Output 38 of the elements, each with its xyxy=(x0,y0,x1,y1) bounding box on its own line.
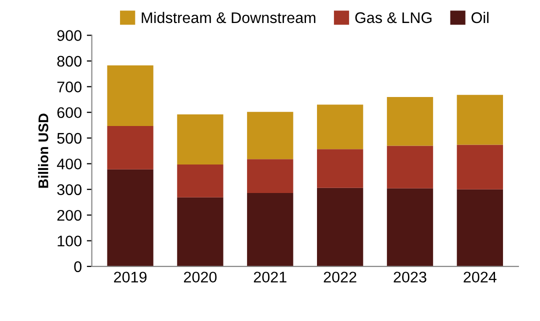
y-tick-label: 700 xyxy=(57,82,82,92)
bar xyxy=(107,65,154,126)
bar xyxy=(247,159,294,193)
x-tick-label: 2022 xyxy=(324,272,356,283)
bar xyxy=(247,112,294,160)
x-tick-label: 2023 xyxy=(394,272,426,283)
bar xyxy=(177,197,224,266)
y-axis-title: Billion USD xyxy=(38,114,48,188)
x-tick-label: 2020 xyxy=(184,272,217,283)
bar xyxy=(316,149,364,188)
y-tick-label: 600 xyxy=(57,107,82,118)
y-tick-label: 800 xyxy=(57,56,82,67)
y-tick-label: 200 xyxy=(57,210,82,221)
y-tick-label: 300 xyxy=(57,184,82,196)
bar xyxy=(177,164,224,198)
bar xyxy=(456,144,504,190)
bar xyxy=(247,192,294,266)
bar xyxy=(316,104,364,150)
x-tick-label: 2021 xyxy=(254,272,286,283)
bar xyxy=(177,114,224,164)
legend-label: Midstream & Downstream xyxy=(142,12,316,24)
bar xyxy=(107,169,154,266)
bar xyxy=(386,96,434,146)
y-tick-label: 400 xyxy=(56,158,82,170)
y-tick-label: 0 xyxy=(74,261,82,272)
bar xyxy=(386,188,434,266)
y-tick-label: 900 xyxy=(57,30,82,41)
x-tick-label: 2019 xyxy=(114,272,147,283)
y-tick-label: 500 xyxy=(57,132,82,144)
y-tick-label: 100 xyxy=(58,236,82,246)
x-tick-label: 2024 xyxy=(464,272,496,283)
legend-label: Oil xyxy=(472,12,488,24)
bar xyxy=(316,188,364,266)
legend-label: Gas & LNG xyxy=(355,12,432,24)
bar xyxy=(456,189,504,266)
bar xyxy=(386,146,434,188)
bar xyxy=(107,126,154,170)
bar xyxy=(456,94,504,145)
